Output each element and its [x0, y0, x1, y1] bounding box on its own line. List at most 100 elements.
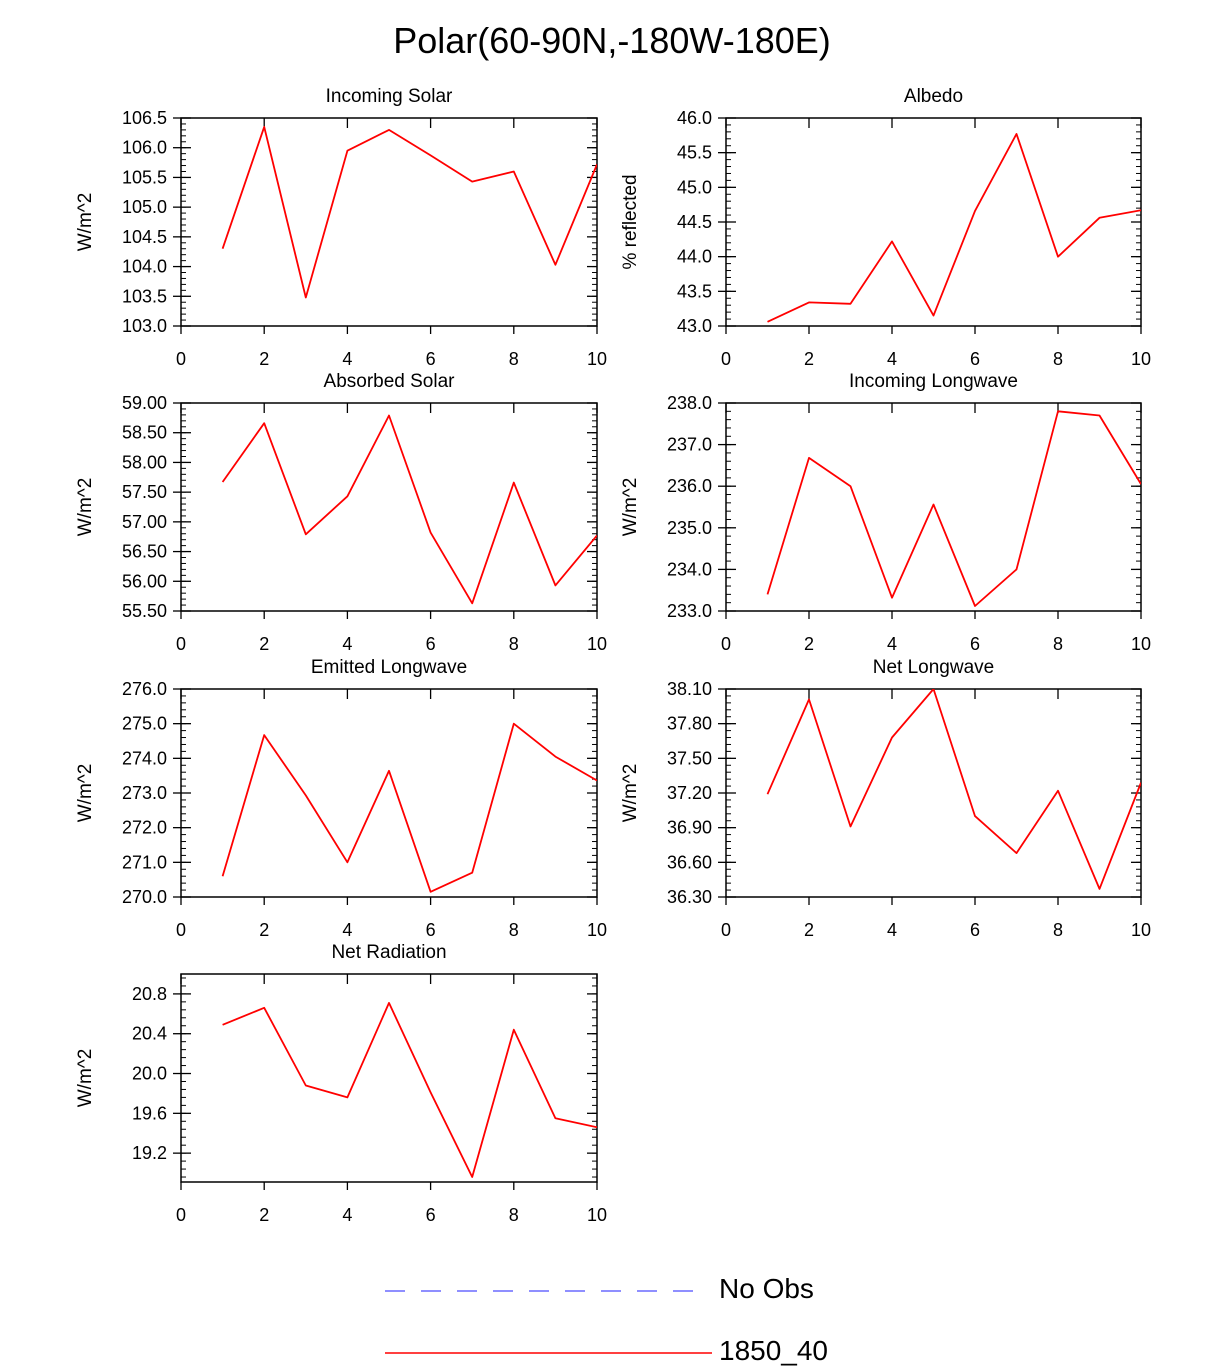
- series-line-1850_40: [222, 1002, 597, 1178]
- x-tick-label: 6: [426, 349, 436, 369]
- x-tick-label: 8: [1053, 349, 1063, 369]
- x-tick-label: 8: [1053, 634, 1063, 654]
- x-tick-label: 10: [587, 920, 607, 940]
- y-tick-label: 234.0: [667, 559, 712, 579]
- y-tick-label: 37.50: [667, 748, 712, 768]
- x-tick-label: 6: [970, 634, 980, 654]
- x-tick-label: 10: [587, 349, 607, 369]
- x-tick-label: 8: [509, 1205, 519, 1225]
- y-tick-label: 43.0: [677, 316, 712, 336]
- y-tick-label: 36.30: [667, 887, 712, 907]
- y-tick-label: 237.0: [667, 435, 712, 455]
- x-tick-label: 0: [721, 920, 731, 940]
- chart-title: Incoming Longwave: [849, 371, 1018, 392]
- y-tick-label: 37.80: [667, 714, 712, 734]
- x-tick-label: 2: [259, 920, 269, 940]
- y-axis-label: W/m^2: [75, 478, 96, 537]
- y-tick-label: 20.0: [132, 1064, 167, 1084]
- series-line-1850_40: [767, 132, 1141, 323]
- legend: [385, 1290, 712, 1354]
- legend-series-label: 1850_40: [719, 1335, 829, 1366]
- y-tick-label: 38.10: [667, 679, 712, 699]
- chart-panel-3: Absorbed Solar W/m^2 55.50 56.00 56.50 57.00 5…: [75, 371, 607, 654]
- plot-frame: [725, 402, 1142, 612]
- chart-panel-6: Net Longwave W/m^2 36.30 36.60 36.90 37.20 37.…: [620, 657, 1151, 940]
- x-tick-label: 2: [804, 349, 814, 369]
- x-tick-label: 8: [1053, 920, 1063, 940]
- legend-noobs-label: No Obs: [719, 1273, 814, 1304]
- x-tick-label: 8: [509, 920, 519, 940]
- y-tick-label: 57.50: [122, 482, 167, 502]
- chart-title: Incoming Solar: [326, 86, 453, 107]
- series-line-1850_40: [766, 410, 1141, 607]
- y-tick-label: 103.5: [122, 286, 167, 306]
- y-tick-label: 104.5: [122, 227, 167, 247]
- series-line-1850_40: [221, 126, 597, 299]
- y-tick-label: 274.0: [122, 748, 167, 768]
- chart-title: Absorbed Solar: [324, 371, 456, 392]
- x-tick-label: 0: [176, 920, 186, 940]
- x-tick-label: 0: [176, 1205, 186, 1225]
- y-tick-label: 44.0: [677, 247, 712, 267]
- y-tick-label: 272.0: [122, 818, 167, 838]
- x-tick-label: 0: [176, 349, 186, 369]
- x-tick-label: 4: [887, 634, 897, 654]
- y-tick-label: 46.0: [677, 108, 712, 128]
- y-axis-label: W/m^2: [75, 193, 96, 252]
- y-tick-label: 238.0: [667, 393, 712, 413]
- x-tick-label: 4: [342, 920, 352, 940]
- x-tick-label: 2: [259, 1205, 269, 1225]
- chart-title: Net Longwave: [873, 657, 994, 678]
- y-axis-label: W/m^2: [75, 764, 96, 823]
- x-tick-label: 10: [1131, 920, 1151, 940]
- y-tick-label: 106.5: [122, 108, 167, 128]
- x-tick-label: 4: [887, 349, 897, 369]
- y-tick-label: 20.8: [132, 984, 167, 1004]
- y-axis-label: W/m^2: [75, 1049, 96, 1108]
- chart-panel-4: Incoming Longwave W/m^2 233.0 234.0 235.0 236…: [620, 371, 1151, 654]
- y-tick-label: 20.4: [132, 1024, 167, 1044]
- plot-frame: [180, 402, 598, 612]
- plot-frame: [180, 117, 598, 327]
- x-tick-label: 2: [259, 349, 269, 369]
- y-tick-label: 45.5: [677, 143, 712, 163]
- plot-frame: [725, 117, 1142, 327]
- y-tick-label: 58.00: [122, 452, 167, 472]
- y-tick-label: 104.0: [122, 257, 167, 277]
- y-tick-label: 58.50: [122, 423, 167, 443]
- chart-panel-2: Albedo % reflected 43.0 43.5 44.0 44.5 45.0 45.…: [620, 86, 1151, 369]
- x-tick-label: 2: [804, 920, 814, 940]
- y-axis-label: W/m^2: [620, 478, 641, 537]
- x-tick-label: 6: [970, 349, 980, 369]
- y-tick-label: 45.0: [677, 177, 712, 197]
- y-tick-label: 103.0: [122, 316, 167, 336]
- chart-title: Emitted Longwave: [311, 657, 467, 678]
- y-tick-label: 37.20: [667, 783, 712, 803]
- chart-title: Albedo: [904, 86, 963, 107]
- x-tick-label: 6: [426, 634, 436, 654]
- y-tick-label: 270.0: [122, 887, 167, 907]
- chart-panel-5: Emitted Longwave W/m^2 270.0 271.0 272.0 273.…: [75, 657, 607, 940]
- y-tick-label: 236.0: [667, 476, 712, 496]
- x-tick-label: 10: [587, 634, 607, 654]
- x-tick-label: 6: [426, 920, 436, 940]
- y-tick-label: 55.50: [122, 601, 167, 621]
- y-tick-label: 56.50: [122, 542, 167, 562]
- x-tick-label: 6: [426, 1205, 436, 1225]
- x-tick-label: 4: [342, 349, 352, 369]
- x-tick-label: 10: [1131, 349, 1151, 369]
- chart-panels: Incoming Solar W/m^2 103.0 103.5 104.0 104.5 1…: [75, 86, 1151, 1225]
- y-tick-label: 59.00: [122, 393, 167, 413]
- x-tick-label: 10: [1131, 634, 1151, 654]
- y-tick-label: 36.90: [667, 818, 712, 838]
- x-tick-label: 4: [342, 1205, 352, 1225]
- series-line-1850_40: [766, 689, 1141, 890]
- plot-frame: [180, 973, 598, 1183]
- page-title: Polar(60-90N,-180W-180E): [393, 20, 831, 61]
- chart-title: Net Radiation: [331, 942, 446, 963]
- chart-panel-7: Net Radiation W/m^2 19.2 19.6 20.0 20.4 20.8 0 2…: [75, 942, 607, 1225]
- plot-frame: [725, 688, 1142, 898]
- y-tick-label: 106.0: [122, 138, 167, 158]
- series-line-1850_40: [221, 722, 597, 893]
